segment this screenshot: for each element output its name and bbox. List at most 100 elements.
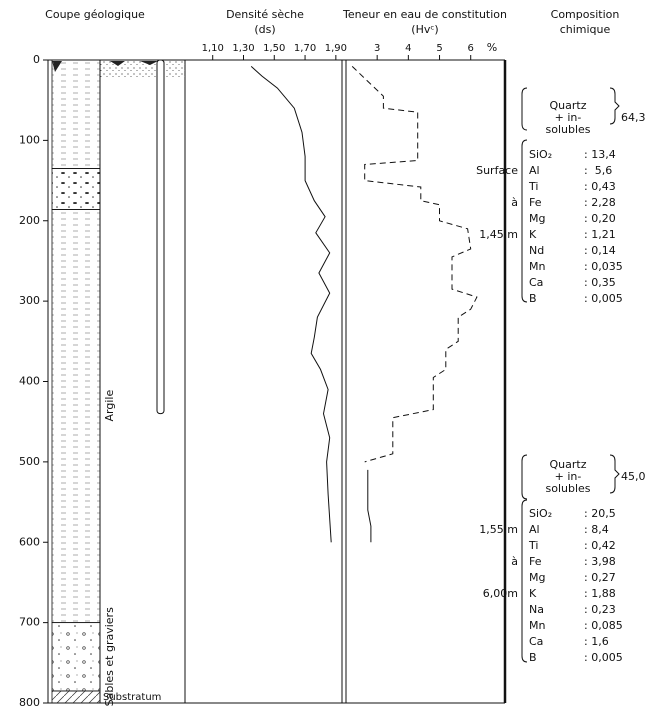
element-value: : 0,27 (584, 571, 616, 584)
element: K (529, 228, 537, 241)
element: Fe (529, 196, 542, 209)
water-unit: % (487, 41, 497, 54)
y-tick-label: 0 (33, 53, 40, 66)
depth-range: à (511, 555, 518, 568)
x-tick-label: 1,70 (294, 43, 316, 54)
quartz-value: 45,0 (621, 470, 646, 483)
element: K (529, 587, 537, 600)
x-tick-label: 1,10 (202, 43, 224, 54)
y-tick-label: 300 (19, 294, 40, 307)
column-title: Coupe géologique (45, 8, 145, 21)
layer-label: Substratum (103, 692, 161, 703)
frame (48, 59, 620, 704)
element: Nd (529, 244, 544, 257)
layer-label: Sables et graviers (103, 607, 116, 706)
element: Ca (529, 276, 543, 289)
quartz-label: + in- (555, 470, 582, 483)
element-value: : 0,14 (584, 244, 616, 257)
element-value: : 0,005 (584, 651, 623, 664)
element: Mn (529, 619, 545, 632)
quartz-label: Quartz (550, 458, 587, 471)
layer (51, 209, 101, 624)
element: Mn (529, 260, 545, 273)
element-value: : 13,4 (584, 148, 616, 161)
quartz-label: solubles (545, 123, 590, 136)
y-tick-label: 100 (19, 133, 40, 146)
water-title: Teneur en eau de constitution (342, 8, 507, 21)
element: SiO₂ (529, 148, 552, 161)
quartz-label: solubles (545, 482, 590, 495)
depth-range: à (511, 196, 518, 209)
element: Mg (529, 212, 545, 225)
x-tick-label: 5 (436, 43, 442, 54)
element-value: : 1,21 (584, 228, 616, 241)
brace (521, 87, 620, 131)
layer (51, 59, 101, 169)
piezometer-tube (156, 59, 165, 415)
element: SiO₂ (529, 507, 552, 520)
element-value: : 2,28 (584, 196, 616, 209)
element-value: : 0,43 (584, 180, 616, 193)
element-value: : 1,88 (584, 587, 616, 600)
y-tick-label: 800 (19, 696, 40, 709)
quartz-label: Quartz (550, 99, 587, 112)
y-tick-label: 200 (19, 214, 40, 227)
density-subtitle: (ds) (254, 23, 275, 36)
profile-line (351, 66, 478, 463)
brace (521, 139, 528, 303)
surface-stipple (100, 61, 185, 79)
element: Ti (528, 180, 538, 193)
element: Mg (529, 571, 545, 584)
element: Al (529, 523, 540, 536)
element: Fe (529, 555, 542, 568)
element-value: : 0,035 (584, 260, 623, 273)
x-tick-label: 1,90 (325, 43, 347, 54)
brace (521, 454, 620, 500)
element-value: : 20,5 (584, 507, 616, 520)
depth-range: 1,45 m (479, 228, 518, 241)
element: Ti (528, 539, 538, 552)
composition-subtitle: chimique (560, 23, 611, 36)
brace (521, 499, 528, 663)
x-tick-label: 1,30 (232, 43, 254, 54)
y-tick-label: 400 (19, 375, 40, 388)
element-value: : 0,085 (584, 619, 623, 632)
depth-range: 1,55 m (479, 523, 518, 536)
quartz-label: + in- (555, 111, 582, 124)
quartz-value: 64,3 (621, 111, 646, 124)
element-value: : 0,005 (584, 292, 623, 305)
layer (51, 690, 101, 704)
element-value: : 8,4 (584, 523, 609, 536)
element-value: : 5,6 (584, 164, 612, 177)
element-value: : 3,98 (584, 555, 616, 568)
depth-range: Surface (476, 164, 518, 177)
profile-line (367, 469, 372, 543)
element: Al (529, 164, 540, 177)
element-value: : 0,35 (584, 276, 616, 289)
x-tick-label: 3 (374, 43, 380, 54)
composition-title: Composition (551, 8, 620, 21)
element-value: : 1,6 (584, 635, 609, 648)
x-tick-label: 1,50 (263, 43, 285, 54)
element-value: : 0,20 (584, 212, 616, 225)
y-tick-label: 600 (19, 535, 40, 548)
x-tick-label: 6 (468, 43, 474, 54)
x-tick-label: 4 (405, 43, 411, 54)
layer-label: Argile (103, 390, 116, 422)
density-title: Densité sèche (226, 8, 304, 21)
element: B (529, 292, 537, 305)
depth-range: 6,00m (483, 587, 518, 600)
water-subtitle: (Hvᶜ) (411, 23, 438, 36)
element-value: : 0,42 (584, 539, 616, 552)
y-tick-label: 500 (19, 455, 40, 468)
topsoil (52, 61, 158, 72)
profile-line (250, 66, 332, 543)
element: Na (529, 603, 544, 616)
element-value: : 0,23 (584, 603, 616, 616)
layer (51, 622, 101, 692)
element: B (529, 651, 537, 664)
layer (51, 168, 101, 210)
y-tick-label: 700 (19, 616, 40, 629)
